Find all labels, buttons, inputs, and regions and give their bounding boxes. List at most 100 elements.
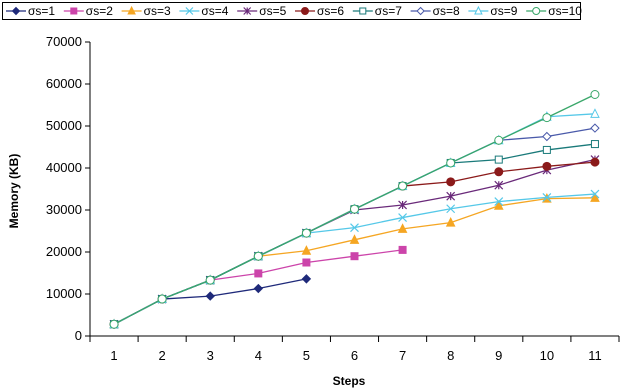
y-tick-label: 20000	[46, 244, 82, 259]
x-axis-title: Steps	[333, 374, 366, 388]
x-tick-label: 2	[159, 348, 166, 363]
series-layer	[109, 90, 600, 329]
y-tick-label: 0	[75, 328, 82, 343]
data-point	[446, 191, 456, 201]
data-point	[590, 108, 600, 118]
x-tick-label: 4	[255, 348, 262, 363]
data-point	[398, 181, 408, 191]
legend-label: σs=1	[28, 4, 55, 18]
legend-label: σs=3	[144, 4, 171, 18]
legend-item: σs=7	[352, 4, 402, 18]
x-tick-label: 8	[447, 348, 454, 363]
y-tick-label: 40000	[46, 160, 82, 175]
data-point	[494, 155, 503, 164]
data-point	[243, 7, 252, 15]
data-point	[590, 90, 600, 99]
x-tick-label: 10	[540, 348, 554, 363]
x-tick-label: 3	[207, 348, 214, 363]
legend-item: σs=5	[237, 4, 287, 18]
data-point	[109, 319, 119, 329]
data-point	[398, 213, 408, 222]
data-point	[301, 274, 312, 284]
data-point	[301, 245, 312, 255]
data-point	[590, 192, 600, 202]
data-point	[542, 145, 551, 154]
data-point	[542, 131, 552, 142]
legend-label: σs=6	[317, 4, 344, 18]
data-point	[494, 135, 504, 145]
data-point	[590, 123, 600, 133]
chart-legend: σs=1 σs=2 σs=3 σs=4 σs=5 σs=6 σs=7 σs=8 σs=9 σs=1…	[2, 2, 582, 20]
x-tick-label: 7	[399, 348, 406, 363]
data-point	[542, 161, 552, 171]
data-point	[398, 200, 408, 210]
data-point	[359, 7, 367, 15]
x-tick-label: 5	[303, 348, 310, 363]
data-point	[542, 192, 552, 202]
data-point	[254, 269, 263, 278]
y-axis: 0 10000 20000 30000 40000 50000 60000 70000	[46, 34, 91, 343]
x-tick-label: 1	[110, 348, 117, 363]
legend-box	[2, 2, 581, 20]
data-point	[494, 167, 504, 177]
legend-label: σs=8	[433, 4, 460, 18]
data-point	[446, 177, 456, 187]
y-tick-label: 30000	[46, 202, 82, 217]
data-point	[542, 113, 552, 123]
x-tick-label: 11	[588, 348, 602, 363]
legend-item: σs=2	[63, 4, 113, 18]
data-point	[397, 223, 408, 233]
y-tick-label: 50000	[46, 118, 82, 133]
data-point	[350, 204, 359, 214]
data-point	[590, 189, 600, 199]
data-point	[302, 258, 311, 267]
legend-label: σs=9	[490, 4, 517, 18]
data-point	[590, 140, 599, 149]
data-point	[127, 5, 136, 15]
legend-label: σs=5	[259, 4, 286, 18]
data-point	[446, 204, 456, 214]
series-line	[113, 127, 596, 325]
data-point	[205, 291, 215, 301]
data-point	[253, 251, 263, 261]
legend-label: σs=10	[548, 4, 582, 18]
data-point	[493, 200, 504, 210]
data-point	[494, 197, 504, 207]
y-tick-label: 60000	[46, 76, 82, 91]
series-10	[109, 90, 600, 329]
series-line	[113, 197, 595, 325]
data-point	[349, 234, 360, 244]
y-tick-label: 70000	[46, 34, 82, 49]
series-9	[109, 108, 600, 329]
data-point	[590, 157, 600, 167]
legend-item: σs=4	[179, 4, 229, 18]
legend-item: σs=10	[526, 4, 582, 18]
legend-item: σs=6	[295, 4, 344, 18]
data-point	[532, 7, 541, 15]
legend-label: σs=2	[86, 4, 113, 18]
x-axis: 1 2 3 4 5 6 7 8 9 10 11	[89, 335, 620, 363]
data-point	[494, 180, 504, 190]
y-axis-title: Memory (KB)	[7, 154, 21, 229]
series-line	[113, 113, 595, 325]
data-point	[185, 7, 194, 15]
data-point	[350, 223, 359, 233]
data-point	[398, 245, 407, 254]
series-line	[113, 278, 307, 325]
data-point	[474, 5, 483, 15]
data-point	[416, 6, 425, 16]
y-tick-label: 10000	[46, 286, 82, 301]
data-point	[446, 158, 456, 168]
data-point	[70, 7, 78, 15]
legend-item: σs=3	[121, 4, 171, 18]
x-tick-label: 6	[351, 348, 358, 363]
x-tick-label: 9	[495, 348, 502, 363]
legend-item: σs=9	[468, 4, 518, 18]
data-point	[253, 283, 264, 294]
data-point	[350, 252, 359, 261]
data-point	[11, 6, 21, 16]
legend-label: σs=4	[201, 4, 228, 18]
legend-item: σs=8	[410, 4, 460, 18]
legend-item: σs=1	[6, 4, 55, 18]
